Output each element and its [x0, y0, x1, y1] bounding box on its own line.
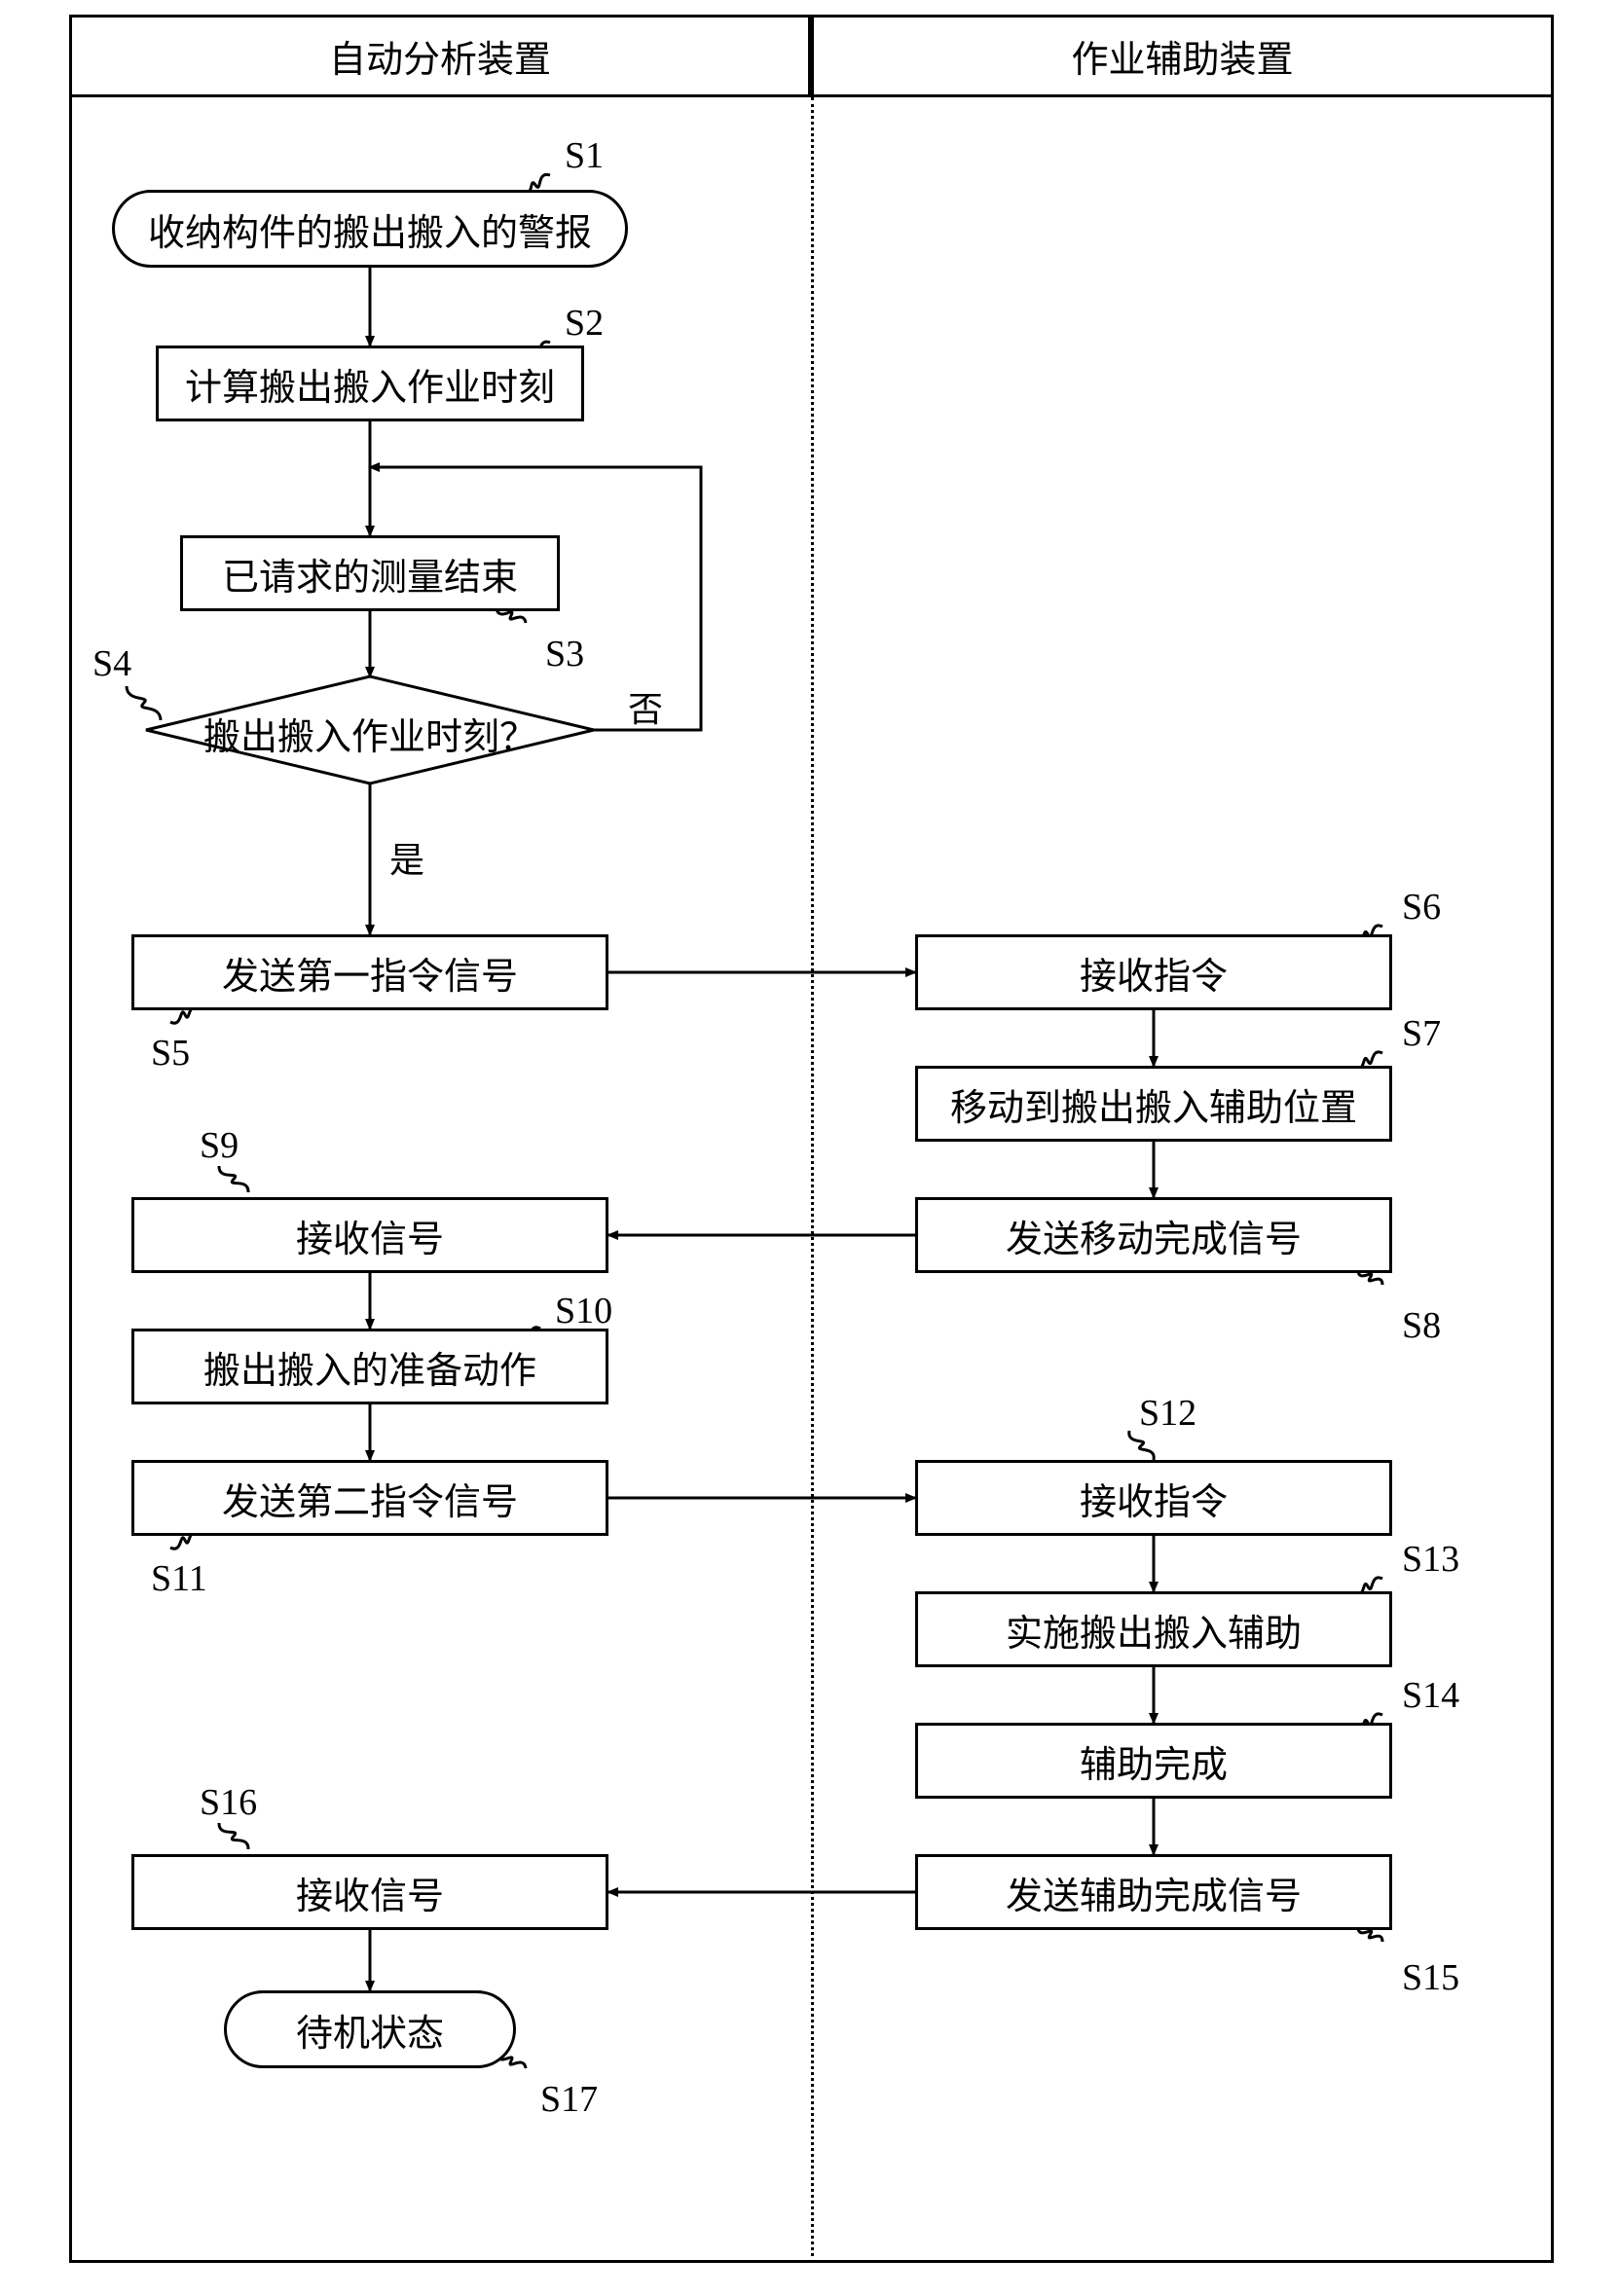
decision-label: 是: [389, 832, 424, 883]
s1-step-label: S1: [565, 134, 604, 177]
flowchart-canvas: 自动分析装置作业辅助装置是否收纳构件的搬出搬入的警报S1计算搬出搬入作业时刻S2…: [0, 0, 1619, 2296]
s13: 实施搬出搬入辅助: [915, 1591, 1392, 1667]
decision-label: 否: [628, 681, 663, 732]
s3-step-label: S3: [545, 633, 584, 675]
s3: 已请求的测量结束: [180, 535, 560, 611]
s12: 接收指令: [915, 1460, 1392, 1536]
s7: 移动到搬出搬入辅助位置: [915, 1066, 1392, 1142]
s11: 发送第二指令信号: [131, 1460, 608, 1536]
s6-step-label: S6: [1402, 886, 1441, 929]
s13-step-label: S13: [1402, 1538, 1459, 1581]
s5-step-label: S5: [151, 1032, 190, 1075]
s14-step-label: S14: [1402, 1674, 1459, 1717]
s7-step-label: S7: [1402, 1012, 1441, 1055]
s8: 发送移动完成信号: [915, 1197, 1392, 1273]
edges-layer: [0, 0, 1619, 2296]
s15-step-label: S15: [1402, 1956, 1459, 1999]
s12-step-label: S12: [1139, 1392, 1196, 1435]
s1: 收纳构件的搬出搬入的警报: [112, 190, 628, 268]
s10: 搬出搬入的准备动作: [131, 1329, 608, 1404]
s11-step-label: S11: [151, 1557, 207, 1600]
s17: 待机状态: [224, 1990, 516, 2068]
s9: 接收信号: [131, 1197, 608, 1273]
s6: 接收指令: [915, 934, 1392, 1010]
s8-step-label: S8: [1402, 1304, 1441, 1347]
s9-step-label: S9: [200, 1124, 239, 1167]
s2: 计算搬出搬入作业时刻: [156, 346, 584, 421]
s15: 发送辅助完成信号: [915, 1854, 1392, 1930]
s2-step-label: S2: [565, 302, 604, 345]
s14: 辅助完成: [915, 1723, 1392, 1799]
s4-step-label: S4: [92, 642, 131, 685]
s16-step-label: S16: [200, 1781, 257, 1824]
s17-step-label: S17: [540, 2078, 598, 2121]
s5: 发送第一指令信号: [131, 934, 608, 1010]
s10-step-label: S10: [555, 1290, 612, 1332]
s16: 接收信号: [131, 1854, 608, 1930]
s4-text: 搬出搬入作业时刻？: [146, 707, 594, 760]
